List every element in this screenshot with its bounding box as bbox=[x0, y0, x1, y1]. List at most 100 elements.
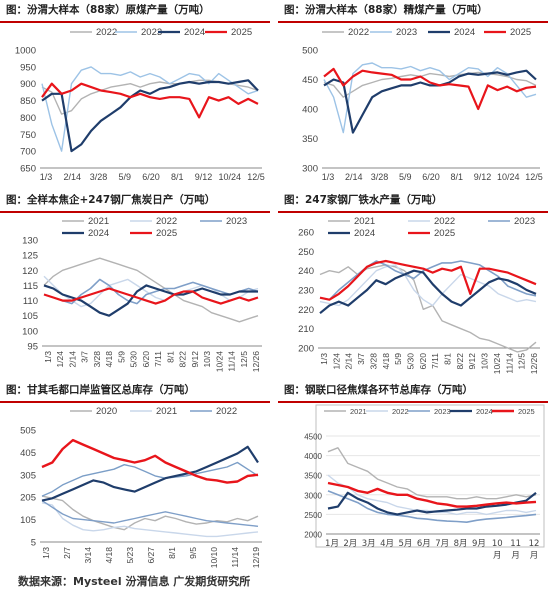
y-tick-label: 505 bbox=[20, 426, 36, 437]
legend-label: 2022 bbox=[434, 216, 455, 227]
x-tick-label: 10 月 bbox=[492, 539, 503, 561]
x-tick-label: 5/9 bbox=[118, 172, 131, 182]
chart-panel-coke-output: 图：全样本焦企+247钢厂焦炭日产（万吨） 95 100 105 110 115 120 1… bbox=[0, 190, 270, 375]
legend-label: 2025 bbox=[518, 407, 535, 416]
series-line-2023 bbox=[323, 62, 537, 134]
x-tick-label: 10/10 bbox=[209, 547, 219, 569]
chart-panel-total-inventory: 图：钢联口径焦煤各环节总库存（万吨） 2000 2500 3000 3500 4000 4… bbox=[278, 380, 548, 565]
legend-label: 2023 bbox=[226, 216, 247, 227]
y-tick-label: 120 bbox=[22, 266, 38, 277]
x-tick-label: 5/9 bbox=[393, 353, 403, 365]
series-line-2025 bbox=[41, 438, 259, 484]
x-tick-label: 6/27 bbox=[146, 547, 156, 564]
y-tick-label: 115 bbox=[23, 281, 38, 292]
series-line-2021 bbox=[41, 502, 259, 538]
x-tick-label: 4/18 bbox=[104, 547, 114, 564]
legend-label: 2021 bbox=[156, 406, 177, 417]
x-tick-label: 1/3 bbox=[319, 353, 329, 365]
series-line-2023 bbox=[327, 490, 537, 523]
y-tick-label: 450 bbox=[302, 75, 318, 86]
y-tick-label: 4000 bbox=[304, 452, 322, 461]
x-tick-label: 1/3 bbox=[43, 351, 53, 363]
y-tick-label: 230 bbox=[298, 286, 314, 297]
y-tick-label: 300 bbox=[302, 164, 318, 175]
chart-title: 图：247家钢厂铁水产量（万吨） bbox=[284, 194, 443, 206]
y-tick-label: 700 bbox=[20, 147, 36, 158]
legend-label: 2024 bbox=[184, 27, 205, 38]
x-tick-label: 3/14 bbox=[83, 547, 93, 564]
x-tick-label: 7月 bbox=[435, 539, 449, 549]
y-tick-label: 125 bbox=[22, 251, 38, 262]
x-tick-label: 8月 bbox=[454, 539, 468, 549]
y-tick-label: 3500 bbox=[304, 472, 322, 481]
x-tick-label: 10/24 bbox=[218, 172, 241, 182]
x-tick-label: 12/19 bbox=[251, 547, 261, 569]
series-line-2024 bbox=[323, 69, 537, 134]
y-tick-label: 100 bbox=[22, 326, 38, 337]
x-tick-label: 5/30 bbox=[129, 351, 139, 368]
coke-output-chart: 95 100 105 110 115 120 125 130 1/3 1/24 2/14 3/7 3/2… bbox=[22, 216, 262, 373]
x-tick-label: 3/28 bbox=[368, 353, 378, 370]
series-line-2020 bbox=[41, 495, 259, 531]
y-tick-label: 400 bbox=[302, 105, 318, 116]
x-tick-label: 12/26 bbox=[251, 351, 261, 373]
chart-panel-raw-coal: 图：汾渭大样本（88家）原煤产量（万吨） 650 700 750 800 850 900 9… bbox=[0, 0, 270, 185]
y-tick-label: 750 bbox=[20, 130, 36, 141]
x-tick-label: 12/5 bbox=[517, 353, 527, 370]
legend-label: 2021 bbox=[88, 216, 109, 227]
y-tick-label: 95 bbox=[27, 342, 38, 353]
x-tick-label: 3/7 bbox=[80, 351, 90, 363]
x-tick-label: 8/1 bbox=[171, 172, 184, 182]
x-tick-label: 9月 bbox=[472, 539, 486, 549]
series-line-2021 bbox=[43, 257, 259, 323]
y-tick-label: 250 bbox=[298, 247, 314, 258]
source-note: 数据来源：Mysteel 汾渭信息 广发期货研究所 bbox=[18, 575, 251, 588]
legend-label: 2025 bbox=[156, 228, 177, 239]
x-tick-label: 10/3 bbox=[480, 353, 490, 370]
x-tick-label: 2/14 bbox=[63, 172, 81, 182]
series-line-2022 bbox=[319, 264, 537, 307]
x-tick-label: 11/14 bbox=[504, 353, 514, 374]
legend-label: 2024 bbox=[454, 27, 475, 38]
x-tick-label: 5/9 bbox=[399, 172, 412, 182]
x-tick-label: 3月 bbox=[362, 539, 376, 549]
y-tick-label: 105 bbox=[20, 515, 36, 526]
legend-label: 2022 bbox=[348, 27, 369, 38]
y-tick-label: 500 bbox=[302, 46, 318, 57]
x-tick-label: 12/5 bbox=[247, 172, 265, 182]
x-tick-label: 5/9 bbox=[116, 351, 126, 363]
legend-label: 2024 bbox=[476, 407, 493, 416]
series-line-2022 bbox=[323, 71, 537, 98]
y-tick-label: 105 bbox=[22, 311, 38, 322]
y-tick-label: 405 bbox=[20, 448, 36, 459]
y-tick-label: 240 bbox=[298, 266, 314, 277]
y-tick-label: 850 bbox=[20, 96, 36, 107]
x-tick-label: 8/22 bbox=[455, 353, 465, 370]
legend-label: 2022 bbox=[156, 216, 177, 227]
x-tick-label: 1/3 bbox=[41, 547, 51, 559]
y-tick-label: 260 bbox=[298, 228, 314, 239]
x-tick-label: 5月 bbox=[398, 539, 412, 549]
x-tick-label: 2/7 bbox=[62, 547, 72, 559]
total-inventory-chart: 2000 2500 3000 3500 4000 4500 1月 2月 3月 4月 5月 6月 7月 8月… bbox=[304, 404, 545, 561]
chart-title: 图：甘其毛都口岸监管区总库存（万吨） bbox=[6, 384, 195, 396]
chart-panel-port-inventory: 图：甘其毛都口岸监管区总库存（万吨） 5 105 205 305 405 505 1/3 2/… bbox=[0, 380, 270, 568]
x-tick-label: 5/23 bbox=[125, 547, 135, 564]
series-line-2025 bbox=[327, 481, 537, 508]
legend-label: 2022 bbox=[96, 27, 117, 38]
legend-label: 2024 bbox=[88, 228, 109, 239]
x-tick-label: 2月 bbox=[343, 539, 357, 549]
chart-panel-hot-metal: 图：247家钢厂铁水产量（万吨） 200 210 220 230 240 250 260 1/… bbox=[278, 190, 548, 375]
x-tick-label: 10/3 bbox=[202, 351, 212, 368]
x-tick-label: 3/28 bbox=[92, 351, 102, 368]
series-line-2024 bbox=[41, 445, 259, 502]
y-tick-label: 650 bbox=[20, 164, 36, 175]
y-tick-label: 210 bbox=[298, 324, 314, 335]
legend-label: 2022 bbox=[216, 406, 237, 417]
y-tick-label: 305 bbox=[20, 470, 36, 481]
chart-title: 图：汾渭大样本（88家）原煤产量（万吨） bbox=[6, 4, 210, 16]
y-tick-label: 900 bbox=[20, 79, 36, 90]
x-tick-label: 11/14 bbox=[230, 547, 240, 568]
series-line-2025 bbox=[323, 67, 537, 111]
x-tick-label: 10/24 bbox=[492, 353, 502, 375]
